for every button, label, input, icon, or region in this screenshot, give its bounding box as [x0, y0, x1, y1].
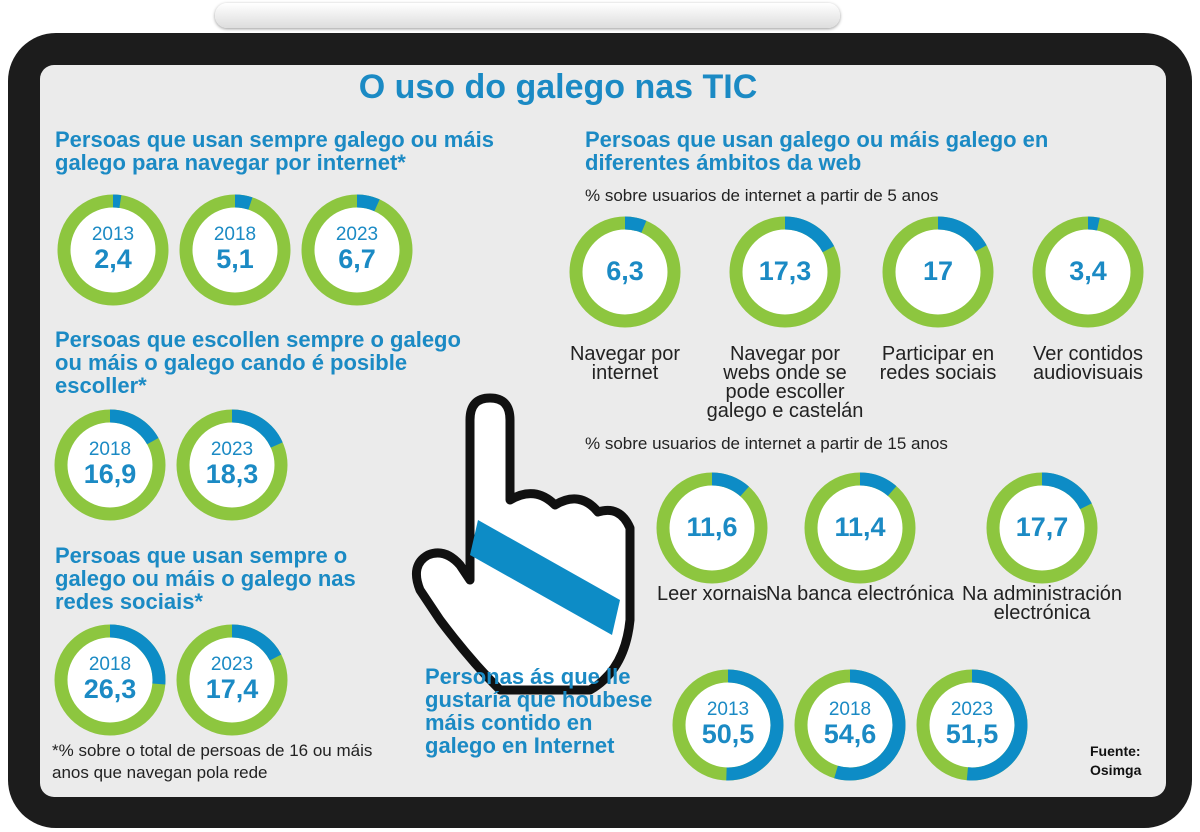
- value-label: 50,5: [701, 719, 755, 749]
- category-label: 2018: [213, 224, 257, 245]
- donut-segment: [109, 409, 159, 445]
- category-label: Leer xornais: [656, 583, 768, 605]
- value-label: 51,5: [945, 719, 999, 749]
- category-label: 2013: [91, 224, 135, 245]
- category-label: 2018: [828, 699, 872, 720]
- value-label: 6,7: [338, 244, 376, 274]
- source: Fuente: Osimga: [1090, 743, 1142, 778]
- category-label: Participar en redes sociais: [879, 343, 997, 384]
- pencil: [215, 3, 840, 28]
- footnote: *% sobre o total de persoas de 16 ou mái…: [52, 741, 373, 782]
- category-label: Navegar por webs onde se pode escoller g…: [706, 343, 864, 422]
- category-label: 2023: [335, 224, 379, 245]
- donut-segment: [231, 624, 282, 661]
- chart-title: Persoas que usan sempre galego ou máis g…: [55, 127, 494, 175]
- donut-segment: [1087, 216, 1100, 231]
- donut-segment: [834, 669, 906, 781]
- category-label: 2018: [88, 439, 132, 460]
- value-label: 26,3: [83, 674, 137, 704]
- chart-title: Persoas que usan galego ou máis galego e…: [585, 127, 1049, 175]
- category-label: 2023: [210, 439, 254, 460]
- donut-segment: [234, 194, 253, 210]
- category-label: 2013: [706, 699, 750, 720]
- chart-title: Persoas que usan sempre o galego ou máis…: [55, 543, 356, 614]
- value-label: 5,1: [216, 244, 254, 274]
- value-label: 11,6: [686, 512, 738, 542]
- value-label: 2,4: [94, 244, 132, 274]
- chart-subtitle: % sobre usuarios de internet a partir de…: [585, 186, 939, 205]
- hand-icon: [411, 393, 635, 695]
- chart-subtitle: % sobre usuarios de internet a partir de…: [585, 434, 948, 453]
- value-label: 54,6: [823, 719, 877, 749]
- value-label: 11,4: [834, 512, 886, 542]
- category-label: 2018: [88, 654, 132, 675]
- value-label: 18,3: [205, 459, 259, 489]
- value-label: 17,4: [205, 674, 259, 704]
- main-title: O uso do galego nas TIC: [358, 68, 758, 106]
- category-label: Ver contidos audiovisuais: [1032, 343, 1144, 384]
- category-label: 2023: [950, 699, 994, 720]
- value-label: 6,3: [606, 256, 644, 286]
- category-label: Navegar por internet: [569, 343, 681, 384]
- chart-title: Persoas que escollen sempre o galego ou …: [55, 327, 461, 398]
- chart-title: Personas ás que lle gustaría que houbese…: [425, 664, 653, 758]
- value-label: 17: [922, 256, 954, 286]
- donut-segment: [966, 669, 1028, 781]
- donut-segment: [356, 194, 380, 212]
- donut-segment: [109, 624, 166, 685]
- donut-segment: [937, 216, 987, 252]
- value-label: 16,9: [83, 459, 137, 489]
- donut-segment: [726, 669, 784, 781]
- donut-segment: [711, 472, 749, 497]
- value-label: 17,3: [758, 256, 812, 286]
- donut-segment: [859, 472, 897, 497]
- category-label: Na banca electrónica: [766, 583, 954, 605]
- category-label: Na administración electrónica: [961, 583, 1123, 624]
- donut-segment: [231, 409, 283, 448]
- donut-segment: [784, 216, 835, 253]
- value-label: 3,4: [1069, 256, 1107, 286]
- category-label: 2023: [210, 654, 254, 675]
- value-label: 17,7: [1015, 512, 1069, 542]
- donut-segment: [1041, 472, 1092, 510]
- donut-segment: [112, 194, 122, 208]
- donut-segment: [624, 216, 647, 233]
